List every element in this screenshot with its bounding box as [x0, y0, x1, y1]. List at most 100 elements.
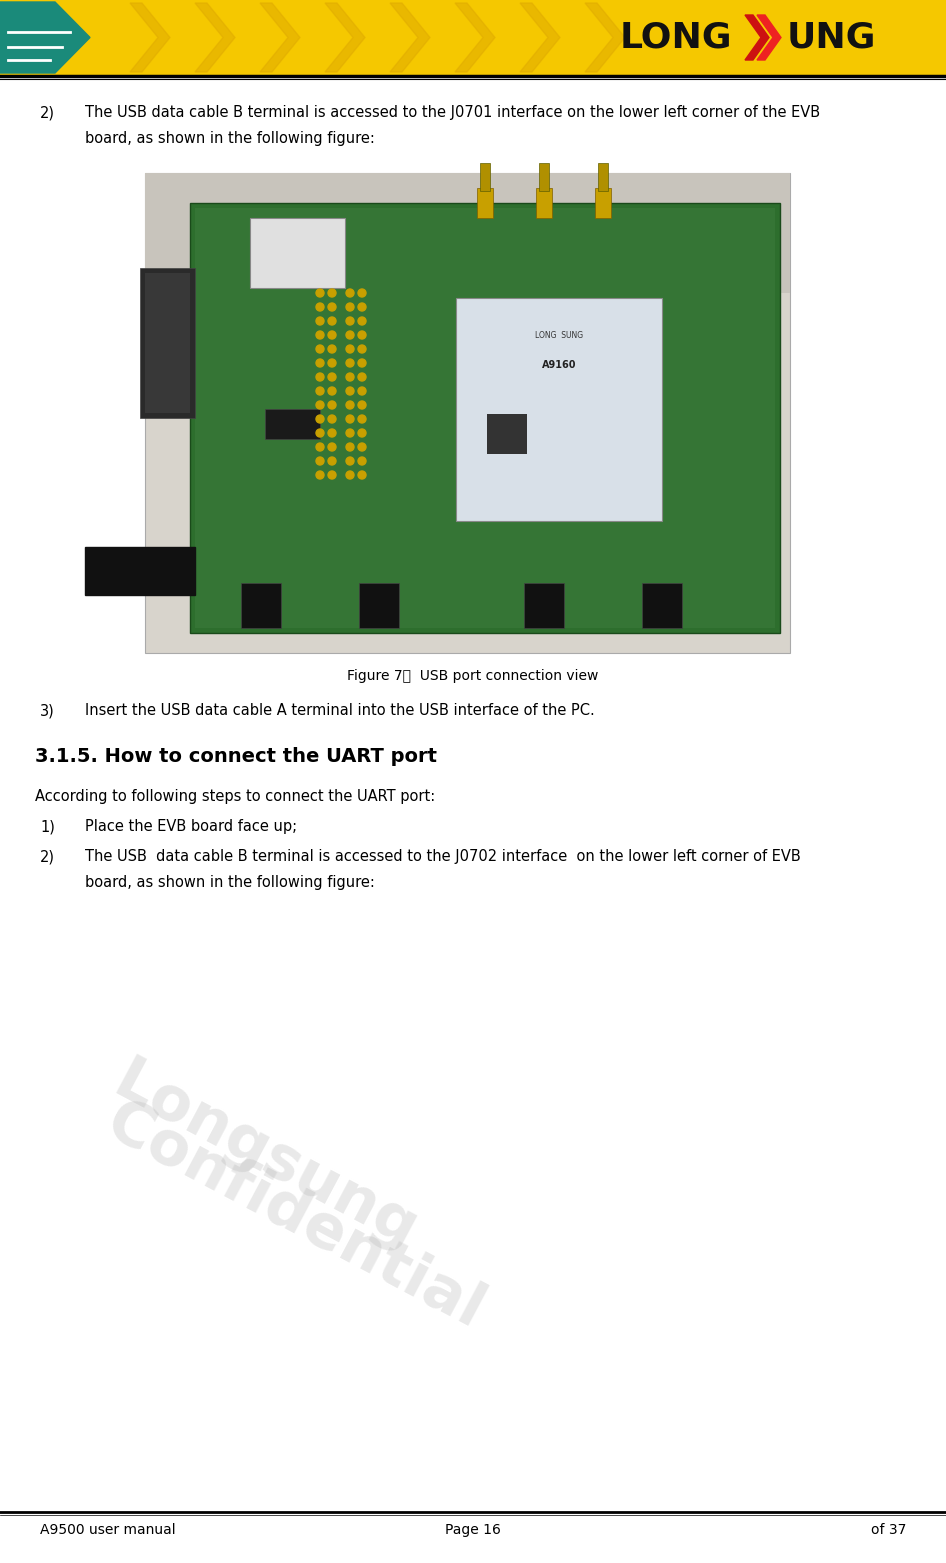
Circle shape: [346, 416, 354, 424]
Circle shape: [346, 345, 354, 353]
Text: Figure 7：  USB port connection view: Figure 7： USB port connection view: [347, 669, 599, 683]
Text: of 37: of 37: [870, 1522, 906, 1536]
Text: board, as shown in the following figure:: board, as shown in the following figure:: [85, 875, 375, 889]
Bar: [145, 173, 790, 292]
Circle shape: [328, 388, 336, 395]
Circle shape: [316, 470, 324, 478]
Bar: [524, 583, 564, 628]
Circle shape: [346, 331, 354, 339]
Circle shape: [316, 428, 324, 438]
Circle shape: [358, 456, 366, 466]
Text: 3): 3): [40, 703, 55, 717]
Bar: [140, 267, 195, 417]
Circle shape: [358, 317, 366, 325]
Polygon shape: [195, 3, 235, 72]
Bar: [241, 583, 281, 628]
Circle shape: [328, 416, 336, 424]
Text: Insert the USB data cable A terminal into the USB interface of the PC.: Insert the USB data cable A terminal int…: [85, 703, 595, 717]
Bar: [250, 217, 345, 288]
Polygon shape: [455, 3, 495, 72]
Circle shape: [358, 402, 366, 410]
Bar: [145, 173, 790, 653]
Circle shape: [316, 331, 324, 339]
Circle shape: [328, 428, 336, 438]
Circle shape: [346, 388, 354, 395]
Bar: [195, 208, 775, 628]
Text: Page 16: Page 16: [445, 1522, 501, 1536]
Polygon shape: [130, 3, 170, 72]
Circle shape: [316, 345, 324, 353]
Circle shape: [328, 470, 336, 478]
Circle shape: [346, 442, 354, 452]
Circle shape: [346, 428, 354, 438]
Circle shape: [346, 317, 354, 325]
Circle shape: [316, 374, 324, 381]
Polygon shape: [757, 16, 781, 59]
Bar: [598, 163, 608, 191]
Text: UNG: UNG: [787, 20, 876, 55]
Text: LONG  SUNG: LONG SUNG: [534, 331, 583, 341]
Text: board, as shown in the following figure:: board, as shown in the following figure:: [85, 131, 375, 145]
Circle shape: [346, 289, 354, 297]
Text: 3.1.5. How to connect the UART port: 3.1.5. How to connect the UART port: [35, 747, 437, 766]
Circle shape: [328, 331, 336, 339]
Circle shape: [316, 388, 324, 395]
Polygon shape: [260, 3, 300, 72]
Circle shape: [358, 289, 366, 297]
Circle shape: [358, 374, 366, 381]
Circle shape: [346, 303, 354, 311]
Circle shape: [316, 456, 324, 466]
Bar: [536, 188, 552, 217]
Circle shape: [316, 303, 324, 311]
Circle shape: [316, 442, 324, 452]
Text: The USB  data cable B terminal is accessed to the J0702 interface  on the lower : The USB data cable B terminal is accesse…: [85, 849, 800, 864]
Text: 2): 2): [40, 105, 55, 120]
Circle shape: [358, 331, 366, 339]
Circle shape: [358, 428, 366, 438]
Circle shape: [358, 359, 366, 367]
Circle shape: [346, 374, 354, 381]
Text: A9500 user manual: A9500 user manual: [40, 1522, 176, 1536]
Circle shape: [328, 289, 336, 297]
Circle shape: [316, 416, 324, 424]
Polygon shape: [745, 16, 769, 59]
Polygon shape: [390, 3, 430, 72]
Circle shape: [346, 359, 354, 367]
Text: The USB data cable B terminal is accessed to the J0701 interface on the lower le: The USB data cable B terminal is accesse…: [85, 105, 820, 120]
Text: Longsung: Longsung: [103, 1052, 427, 1261]
Circle shape: [346, 470, 354, 478]
Text: According to following steps to connect the UART port:: According to following steps to connect …: [35, 789, 435, 803]
Text: A9160: A9160: [541, 359, 576, 370]
Circle shape: [328, 442, 336, 452]
Circle shape: [328, 359, 336, 367]
Text: LONG: LONG: [620, 20, 732, 55]
Circle shape: [316, 359, 324, 367]
Circle shape: [346, 402, 354, 410]
Circle shape: [358, 416, 366, 424]
Circle shape: [358, 303, 366, 311]
Polygon shape: [520, 3, 560, 72]
Polygon shape: [585, 3, 625, 72]
Bar: [145, 272, 190, 413]
Circle shape: [358, 470, 366, 478]
Circle shape: [328, 374, 336, 381]
Circle shape: [328, 303, 336, 311]
Circle shape: [358, 388, 366, 395]
Bar: [190, 203, 780, 633]
Bar: [487, 414, 527, 453]
Circle shape: [328, 345, 336, 353]
Bar: [595, 188, 611, 217]
Text: 2): 2): [40, 849, 55, 864]
Polygon shape: [85, 547, 195, 596]
Polygon shape: [325, 3, 365, 72]
Bar: [0, 0, 946, 75]
Circle shape: [328, 402, 336, 410]
Circle shape: [358, 345, 366, 353]
Bar: [265, 410, 320, 439]
Bar: [359, 583, 399, 628]
Text: 1): 1): [40, 819, 55, 835]
Text: Place the EVB board face up;: Place the EVB board face up;: [85, 819, 297, 835]
Bar: [642, 583, 682, 628]
Polygon shape: [0, 2, 90, 73]
Bar: [477, 188, 493, 217]
